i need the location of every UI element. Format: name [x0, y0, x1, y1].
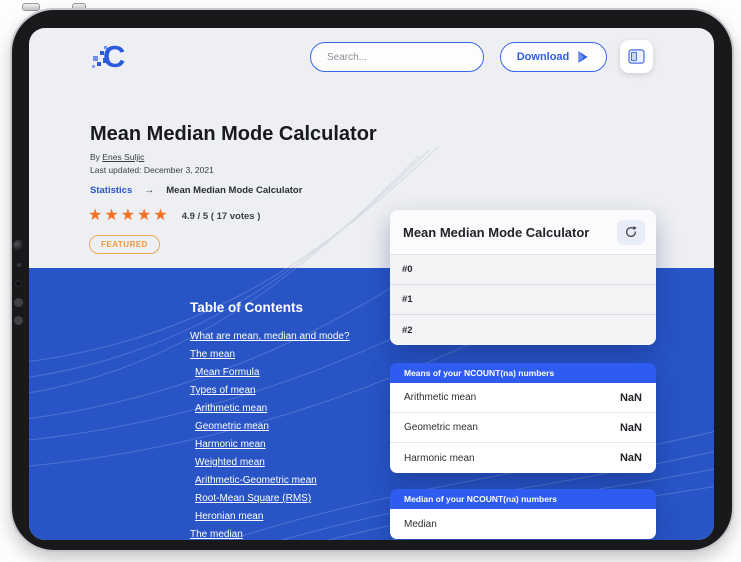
- median-rows: Median: [390, 509, 656, 539]
- toc-list: What are mean, median and mode? The mean…: [190, 328, 350, 540]
- result-row: Geometric mean NaN: [390, 413, 656, 443]
- number-input-label: #1: [402, 294, 413, 305]
- tablet-power-button: [22, 3, 40, 11]
- result-label: Arithmetic mean: [404, 392, 477, 403]
- toc-link[interactable]: Geometric mean: [195, 421, 269, 432]
- tablet-mic-dot: [17, 263, 21, 267]
- toc-link[interactable]: Arithmetic-Geometric mean: [195, 475, 317, 486]
- byline-prefix: By: [90, 152, 100, 162]
- number-inputs: #0 #1 #2: [390, 255, 656, 345]
- number-input[interactable]: #0: [390, 255, 656, 285]
- toc-link[interactable]: Mean Formula: [195, 367, 260, 378]
- star-rating[interactable]: ★★★★★: [88, 207, 170, 224]
- download-button[interactable]: Download: [500, 42, 607, 72]
- byline: By Enes Suljic: [90, 152, 144, 162]
- toc-link[interactable]: What are mean, median and mode?: [190, 331, 350, 342]
- tablet-sensor: [14, 316, 23, 325]
- number-input-label: #2: [402, 324, 413, 336]
- logo-pixel: [97, 62, 101, 66]
- median-section-header: Median of your NCOUNT(na) numbers: [390, 489, 656, 509]
- tablet-sensor: [14, 298, 23, 307]
- toc-link[interactable]: The mean: [190, 349, 236, 360]
- means-section: Means of your NCOUNT(na) numbers Arithme…: [390, 363, 656, 473]
- table-of-contents: Table of Contents What are mean, median …: [190, 300, 350, 540]
- result-value: NaN: [619, 452, 642, 464]
- toc-link[interactable]: Heronian mean: [195, 511, 264, 522]
- site-logo[interactable]: C: [91, 38, 141, 80]
- result-value: NaN: [619, 391, 642, 404]
- toc-link[interactable]: Types of mean: [190, 385, 256, 396]
- toc-link[interactable]: Arithmetic mean: [195, 403, 268, 414]
- breadcrumb-current: Mean Median Mode Calculator: [166, 185, 303, 196]
- logo-pixel: [100, 51, 104, 55]
- breadcrumb: Statistics → Mean Median Mode Calculator: [90, 185, 302, 196]
- tablet-frame: C Download Mean Median Mode Calculator: [10, 8, 734, 552]
- result-label: Geometric mean: [404, 422, 478, 433]
- breadcrumb-arrow-icon: →: [144, 185, 155, 196]
- tablet-screen: C Download Mean Median Mode Calculator: [29, 28, 714, 540]
- tablet-sensor: [15, 280, 22, 287]
- toc-title: Table of Contents: [190, 300, 303, 315]
- rating: ★★★★★ 4.9 / 5 ( 17 votes ): [88, 207, 260, 225]
- featured-badge: FEATURED: [89, 235, 160, 254]
- logo-letter: C: [103, 39, 126, 74]
- toc-link[interactable]: Root-Mean Square (RMS): [195, 493, 312, 504]
- rating-text: 4.9 / 5 ( 17 votes ): [181, 210, 261, 222]
- download-label: Download: [516, 51, 570, 63]
- split-view-icon: [628, 49, 645, 64]
- number-input[interactable]: #1: [390, 285, 656, 315]
- result-label: Harmonic mean: [404, 452, 475, 464]
- tablet-camera: [13, 240, 24, 251]
- calculator-header: Mean Median Mode Calculator: [390, 210, 656, 255]
- refresh-icon: [625, 226, 637, 238]
- number-input-label: #0: [402, 264, 413, 275]
- result-label: Median: [404, 518, 437, 530]
- logo-pixel: [92, 65, 95, 68]
- result-row: Harmonic mean NaN: [390, 443, 656, 473]
- toc-link[interactable]: Weighted mean: [195, 457, 265, 468]
- logo-pixel: [104, 46, 107, 49]
- breadcrumb-category-link[interactable]: Statistics: [90, 185, 133, 196]
- calculator-title: Mean Median Mode Calculator: [403, 224, 590, 240]
- reset-button[interactable]: [617, 219, 645, 245]
- result-row: Median: [390, 509, 656, 539]
- logo-pixel: [103, 58, 108, 63]
- last-updated: Last updated: December 3, 2021: [90, 165, 214, 175]
- toc-link[interactable]: The median: [190, 529, 243, 540]
- calculator-widget: Mean Median Mode Calculator #0: [390, 210, 656, 539]
- page-title: Mean Median Mode Calculator: [90, 123, 377, 145]
- toc-link[interactable]: Harmonic mean: [195, 439, 266, 450]
- means-section-header: Means of your NCOUNT(na) numbers: [390, 363, 656, 383]
- sidebar-toggle-button[interactable]: [620, 40, 653, 73]
- author-link[interactable]: Enes Suljic: [102, 152, 145, 162]
- logo-pixel: [93, 56, 98, 61]
- median-section: Median of your NCOUNT(na) numbers Median: [390, 489, 656, 539]
- calculator-card: Mean Median Mode Calculator #0: [390, 210, 656, 345]
- play-store-icon: [578, 51, 588, 63]
- search-input[interactable]: [310, 42, 484, 72]
- result-value: NaN: [619, 421, 642, 434]
- result-row: Arithmetic mean NaN: [390, 383, 656, 413]
- number-input[interactable]: #2: [390, 315, 656, 345]
- means-rows: Arithmetic mean NaN Geometric mean NaN H…: [390, 383, 656, 473]
